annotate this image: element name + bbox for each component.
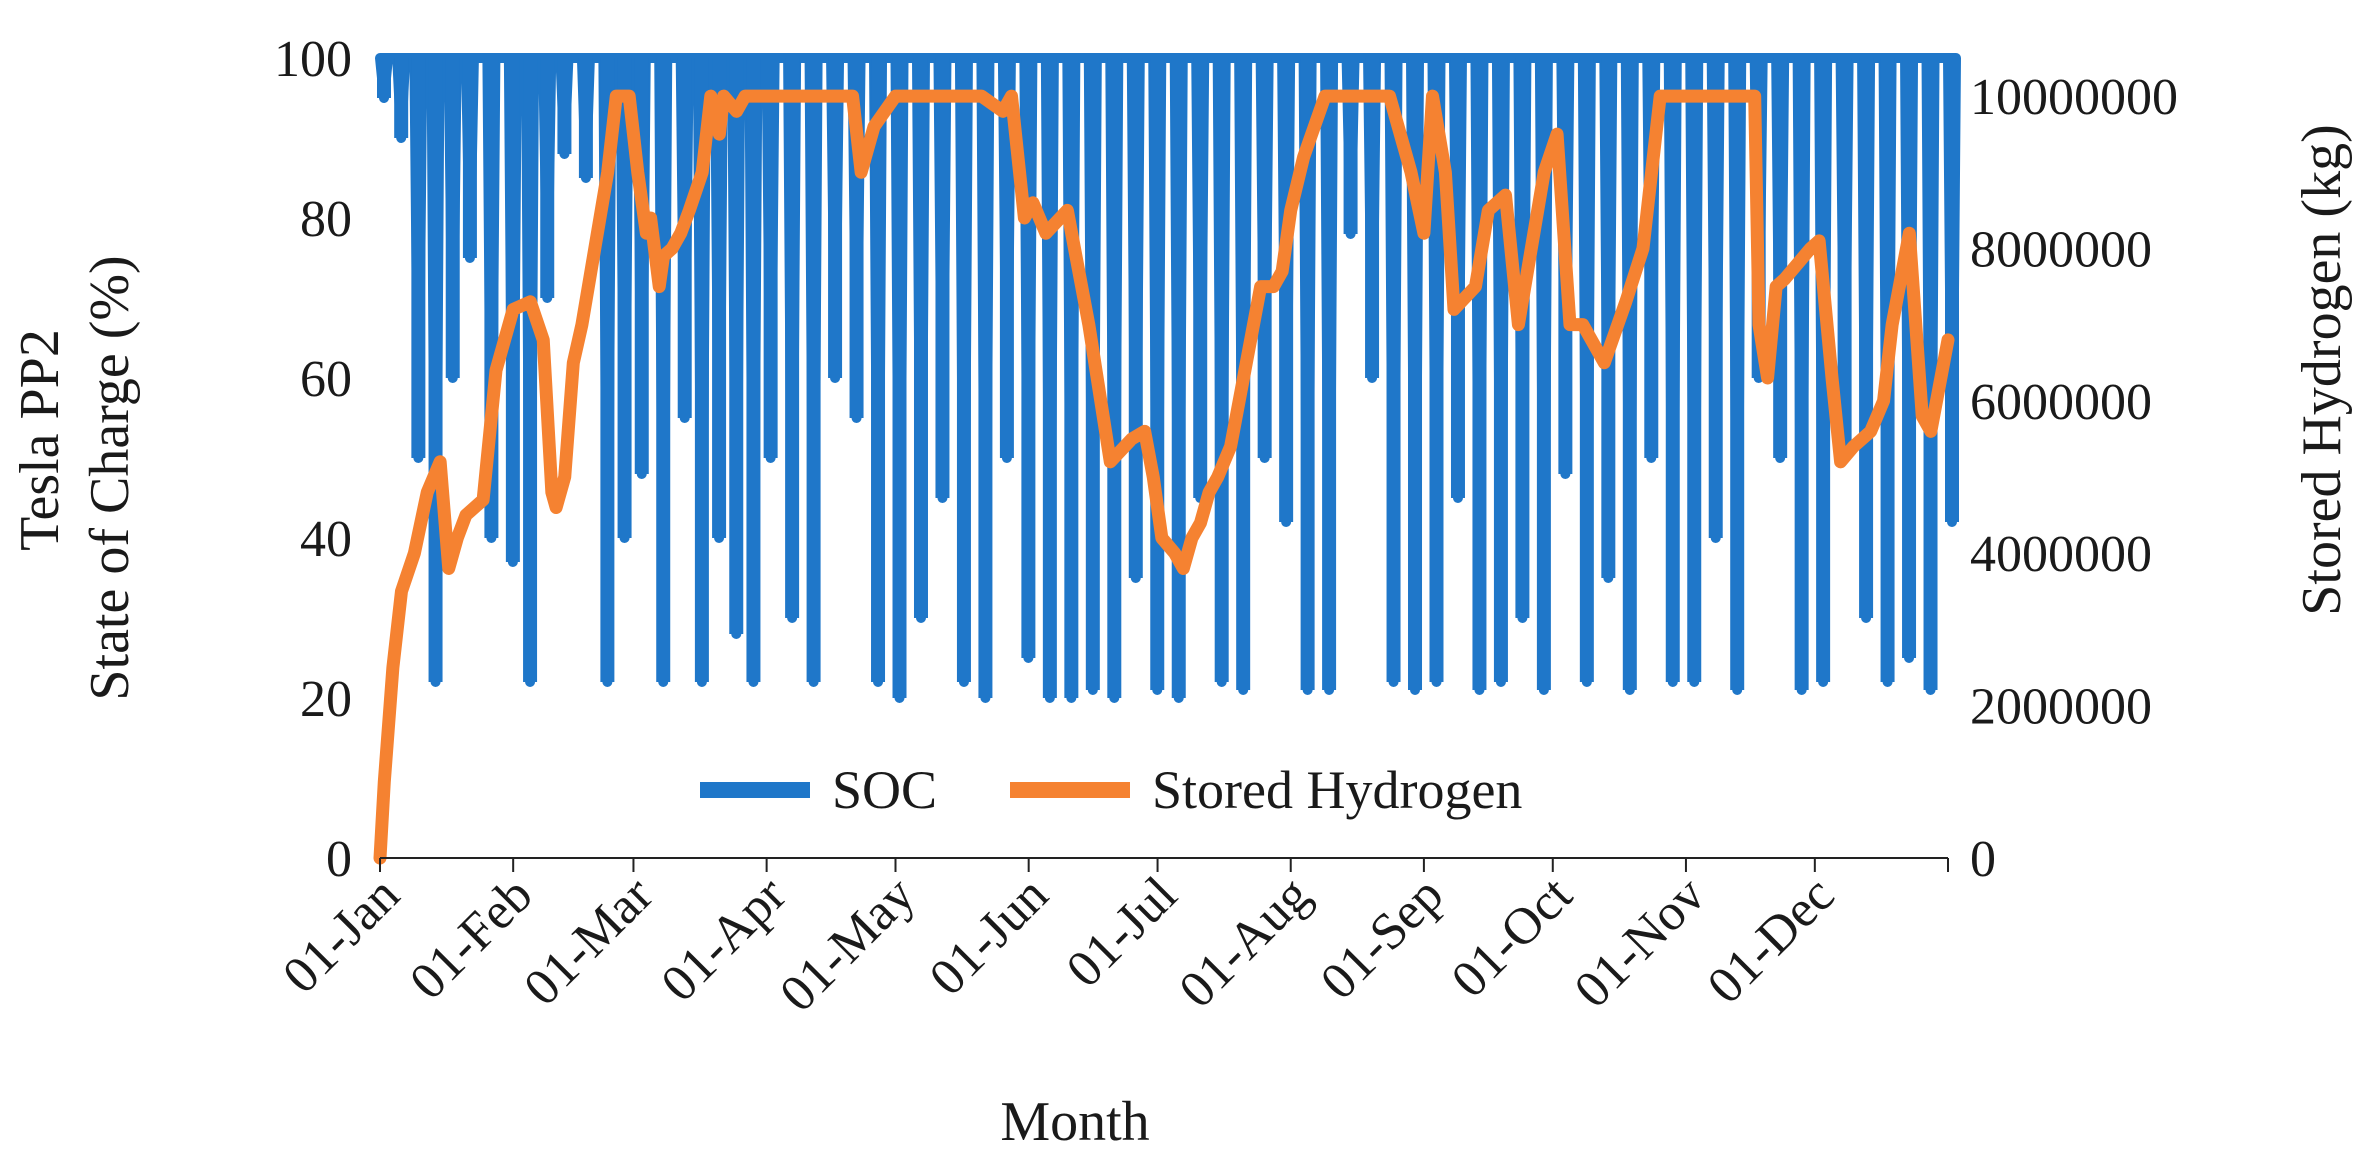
left-axis-ticks: 0 20 40 60 80 100 — [274, 31, 352, 888]
left-tick-label: 0 — [326, 831, 352, 888]
stored-hydrogen-series — [373, 89, 1955, 865]
x-tick-label: 01-Nov — [1564, 866, 1717, 1019]
x-tick-label: 01-May — [769, 866, 926, 1023]
right-tick-label: 4000000 — [1970, 526, 2152, 583]
right-axis-ticks: 0 2000000 4000000 6000000 8000000 10000000 — [1970, 69, 2178, 888]
left-tick-label: 60 — [300, 351, 352, 408]
right-axis-title: Stored Hydrogen (kg) — [2291, 124, 2353, 615]
right-tick-label: 10000000 — [1970, 69, 2178, 126]
x-tick-label: 01-Oct — [1441, 866, 1584, 1009]
x-axis-title: Month — [1000, 1091, 1149, 1153]
left-tick-label: 20 — [300, 671, 352, 728]
x-tick-label: 01-Mar — [513, 866, 664, 1017]
left-tick-label: 100 — [274, 31, 352, 88]
right-tick-label: 8000000 — [1970, 221, 2152, 278]
x-tick-label: 01-Dec — [1697, 866, 1846, 1015]
left-axis-title-line1: Tesla PP2 — [9, 329, 71, 551]
right-tick-label: 6000000 — [1970, 374, 2152, 431]
right-tick-label: 0 — [1970, 831, 1996, 888]
x-tick-label: 01-Feb — [399, 866, 543, 1010]
x-tick-label: 01-Aug — [1169, 866, 1322, 1019]
stored-hydrogen-line — [373, 89, 1955, 865]
legend-soc-label: SOC — [832, 760, 937, 820]
soc-series — [375, 53, 1961, 703]
x-axis-ticks: 01-Jan01-Feb01-Mar01-Apr01-May01-Jun01-J… — [272, 858, 1949, 1023]
x-tick-label: 01-Apr — [651, 866, 798, 1013]
legend: SOC Stored Hydrogen — [700, 760, 1522, 820]
left-axis-title-line2: State of Charge (%) — [79, 255, 141, 700]
left-tick-label: 40 — [300, 511, 352, 568]
right-tick-label: 2000000 — [1970, 679, 2152, 736]
x-tick-label: 01-Jun — [919, 866, 1059, 1006]
legend-hydrogen-label: Stored Hydrogen — [1152, 760, 1522, 820]
left-tick-label: 80 — [300, 191, 352, 248]
x-tick-label: 01-Sep — [1310, 866, 1454, 1010]
